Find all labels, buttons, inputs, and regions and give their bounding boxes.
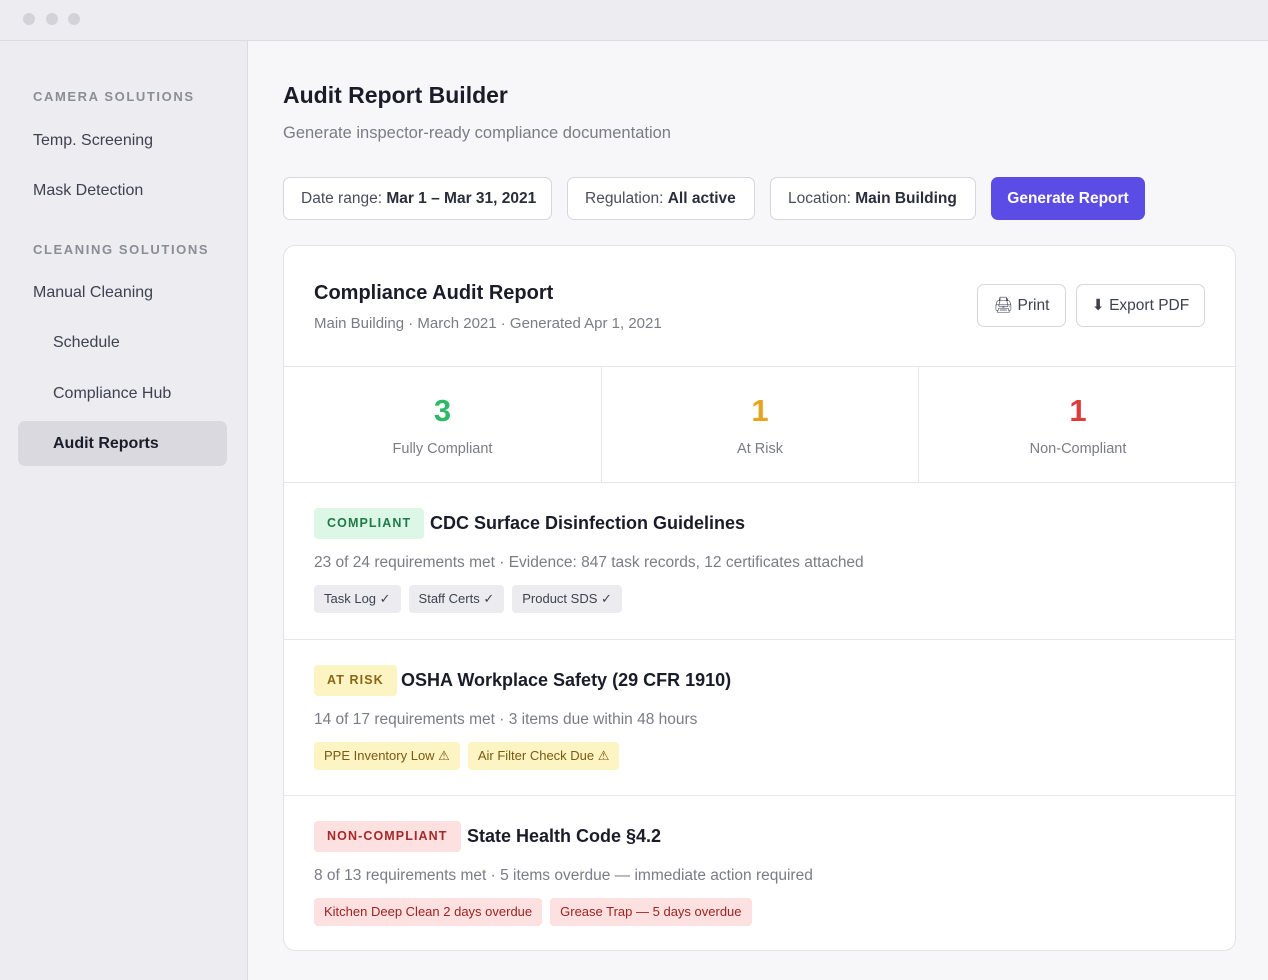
sidebar-item-manual-cleaning[interactable]: Manual Cleaning: [33, 284, 154, 301]
regulation-filter[interactable]: Regulation: All active: [567, 177, 755, 220]
regulation-row-cdc[interactable]: COMPLIANT CDC Surface Disinfection Guide…: [284, 483, 1235, 640]
warning-chips: PPE Inventory Low ⚠ Air Filter Check Due …: [314, 742, 627, 770]
overdue-chips: Kitchen Deep Clean 2 days overdue Grease …: [314, 898, 760, 926]
status-badge-compliant: COMPLIANT: [314, 508, 425, 539]
location-filter[interactable]: Location: Main Building: [770, 177, 976, 220]
regulation-detail: 14 of 17 requirements met · 3 items due …: [314, 711, 698, 728]
stat-label: At Risk: [737, 441, 783, 457]
report-title: Compliance Audit Report: [314, 282, 554, 304]
export-pdf-button[interactable]: ⬇ Export PDF: [1076, 284, 1205, 327]
sidebar-item-temp-screening[interactable]: Temp. Screening: [33, 132, 154, 149]
sidebar: CAMERA SOLUTIONS Temp. Screening Mask De…: [0, 41, 248, 980]
print-button[interactable]: 🖨 Print: [977, 284, 1066, 327]
regulation-detail: 8 of 13 requirements met · 5 items overd…: [314, 867, 813, 884]
stat-value: 1: [751, 393, 769, 428]
report-card: Compliance Audit Report Main Building · …: [283, 245, 1236, 951]
page-title: Audit Report Builder: [283, 82, 508, 108]
sidebar-section-camera: CAMERA SOLUTIONS: [33, 89, 195, 104]
evidence-chip[interactable]: Task Log ✓: [314, 585, 401, 613]
regulation-value: All active: [667, 190, 736, 207]
location-label: Location:: [788, 190, 851, 207]
status-badge-at-risk: AT RISK: [314, 665, 397, 696]
regulation-row-state-health[interactable]: NON-COMPLIANT State Health Code §4.2 8 o…: [284, 795, 1235, 950]
stat-label: Fully Compliant: [392, 441, 493, 457]
evidence-chips: Task Log ✓ Staff Certs ✓ Product SDS ✓: [314, 585, 630, 613]
status-badge-non-compliant: NON-COMPLIANT: [314, 821, 461, 852]
regulation-row-osha[interactable]: AT RISK OSHA Workplace Safety (29 CFR 19…: [284, 639, 1235, 796]
overdue-chip[interactable]: Grease Trap — 5 days overdue: [550, 898, 752, 926]
window-maximize-dot[interactable]: [68, 13, 80, 25]
sidebar-item-compliance-hub[interactable]: Compliance Hub: [53, 385, 172, 402]
window-close-dot[interactable]: [23, 13, 35, 25]
date-range-filter[interactable]: Date range: Mar 1 – Mar 31, 2021: [283, 177, 552, 220]
title-bar: [0, 0, 1268, 41]
overdue-chip[interactable]: Kitchen Deep Clean 2 days overdue: [314, 898, 543, 926]
warning-chip[interactable]: PPE Inventory Low ⚠: [314, 742, 460, 770]
stat-at-risk: 1 At Risk: [601, 367, 918, 483]
location-value: Main Building: [855, 190, 957, 207]
stat-fully-compliant: 3 Fully Compliant: [284, 367, 601, 483]
stat-value: 1: [1069, 393, 1087, 428]
regulation-name: State Health Code §4.2: [467, 826, 662, 846]
evidence-chip[interactable]: Product SDS ✓: [512, 585, 622, 613]
window-minimize-dot[interactable]: [46, 13, 58, 25]
sidebar-item-audit-reports[interactable]: Audit Reports: [18, 421, 227, 466]
regulation-name: CDC Surface Disinfection Guidelines: [430, 513, 746, 533]
regulation-label: Regulation:: [585, 190, 664, 207]
date-range-label: Date range:: [301, 190, 382, 207]
report-meta: Main Building · March 2021 · Generated A…: [314, 315, 662, 332]
regulation-name: OSHA Workplace Safety (29 CFR 1910): [401, 670, 732, 690]
page-subtitle: Generate inspector-ready compliance docu…: [283, 124, 671, 142]
sidebar-item-mask-detection[interactable]: Mask Detection: [33, 182, 144, 199]
date-range-value: Mar 1 – Mar 31, 2021: [386, 190, 537, 207]
stat-value: 3: [433, 393, 452, 428]
generate-report-button[interactable]: Generate Report: [991, 177, 1145, 220]
evidence-chip[interactable]: Staff Certs ✓: [408, 585, 505, 613]
sidebar-section-cleaning: CLEANING SOLUTIONS: [33, 242, 210, 257]
stat-label: Non-Compliant: [1029, 441, 1127, 457]
stats-row: 3 Fully Compliant 1 At Risk 1 Non-Compli…: [284, 366, 1235, 483]
regulation-detail: 23 of 24 requirements met · Evidence: 84…: [314, 554, 864, 571]
sidebar-item-schedule[interactable]: Schedule: [53, 334, 120, 351]
main-content: Audit Report Builder Generate inspector-…: [248, 41, 1268, 980]
warning-chip[interactable]: Air Filter Check Due ⚠: [467, 742, 620, 770]
stat-non-compliant: 1 Non-Compliant: [918, 367, 1235, 483]
